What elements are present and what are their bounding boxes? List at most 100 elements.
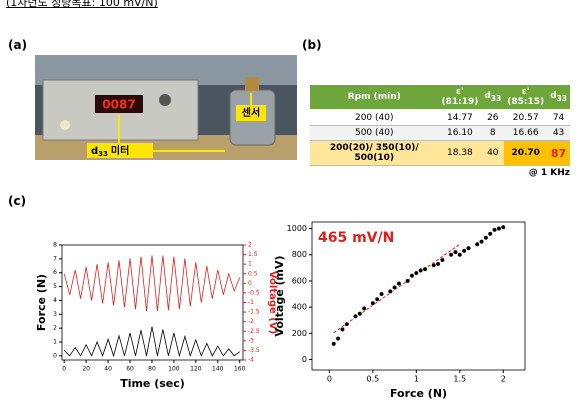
- display-reading: 0087: [102, 98, 135, 112]
- y-tick-label: 2: [53, 325, 57, 332]
- y-tick-label: 8: [53, 242, 57, 249]
- x-tick-label: 60: [126, 366, 134, 373]
- y-tick-label: 1000: [287, 224, 307, 233]
- header-text: ε': [521, 87, 530, 97]
- point: [479, 239, 484, 245]
- annotation: 465 mV/N: [318, 230, 394, 246]
- point: [461, 248, 467, 254]
- y2-tick-label: -3.5: [248, 347, 260, 354]
- point: [474, 241, 480, 247]
- y2-tick-label: -2.5: [248, 328, 260, 335]
- point: [483, 235, 489, 241]
- x-tick-label: 0.5: [366, 375, 379, 384]
- cell: 200(20)/ 350(10)/ 500(10): [310, 140, 439, 166]
- row: 200 (40) 14.77 26 20.57 74: [310, 110, 570, 126]
- point: [331, 341, 337, 347]
- y2-tick-label: 1: [248, 261, 252, 268]
- point: [379, 291, 384, 297]
- y2-tick-label: 0: [248, 280, 252, 287]
- header-row: Rpm (min) ε' (81:19) d33 ε' (85:15) d33: [310, 85, 570, 111]
- point: [396, 281, 402, 286]
- y-tick-label: 5: [53, 283, 57, 290]
- point: [387, 289, 393, 294]
- sensor-label-box: [236, 105, 266, 121]
- point: [357, 311, 363, 317]
- point: [370, 300, 376, 306]
- x-tick-label: 1.5: [453, 375, 466, 384]
- point: [496, 226, 502, 231]
- point: [361, 306, 367, 311]
- point: [413, 270, 419, 276]
- y2-tick-label: -3: [248, 337, 254, 344]
- y-tick-label: 0: [302, 355, 307, 364]
- plot-frame: [311, 221, 526, 371]
- point: [435, 261, 441, 267]
- y2-tick-label: -1.5: [248, 309, 260, 316]
- y2-tick-label: -4: [248, 357, 254, 364]
- y-tick-label: 7: [53, 255, 57, 262]
- cell: 500 (40): [310, 125, 439, 141]
- point: [422, 266, 428, 272]
- point: [457, 252, 463, 258]
- y-axis-label: Voltage (mV): [273, 255, 286, 336]
- y-tick-label: 0: [53, 352, 57, 359]
- header-text: d: [484, 90, 491, 101]
- x-tick-label: 140: [212, 366, 224, 373]
- y-tick-label: 200: [292, 329, 307, 338]
- y2-tick-label: -2: [248, 318, 254, 325]
- meter-subscript: 33: [98, 150, 108, 158]
- cell: 20.70: [504, 140, 548, 166]
- x-tick-label: 80: [148, 366, 156, 373]
- header-sub: (81:19): [441, 97, 479, 107]
- x-tick-label: 20: [82, 366, 90, 373]
- data-line: [63, 326, 240, 358]
- meter-symbol: d: [91, 146, 98, 157]
- photo: 0087 센서 d33 미터: [35, 55, 297, 160]
- point: [374, 296, 380, 302]
- x-tick-label: 2: [501, 375, 506, 384]
- x-axis-label: Force (N): [390, 387, 447, 400]
- y-tick-label: 400: [292, 303, 307, 312]
- y-tick-label: 3: [53, 311, 57, 318]
- header-text: ε': [456, 87, 464, 97]
- x-tick-label: 160: [234, 366, 246, 373]
- header-cell: ε' (85:15): [504, 85, 548, 111]
- y2-tick-label: -0.5: [248, 289, 260, 296]
- x-tick-label: 40: [104, 366, 112, 373]
- header-cell: d33: [547, 85, 570, 111]
- meter-label-box: [87, 143, 153, 158]
- point: [500, 224, 506, 230]
- point: [492, 227, 497, 233]
- data-line: [63, 255, 241, 312]
- row: 200(20)/ 350(10)/ 500(10) 18.38 40 20.70 87: [310, 140, 570, 166]
- point: [466, 245, 471, 251]
- y2-axis-label: Voltage (V): [267, 271, 278, 334]
- cell: 87: [547, 140, 570, 166]
- y-axis-label: Force (N): [35, 274, 48, 331]
- cell: 26: [481, 110, 505, 126]
- cell: 16.10: [438, 125, 482, 141]
- x-tick-label: 0: [62, 366, 66, 373]
- cell: 16.66: [504, 125, 548, 141]
- point: [344, 321, 350, 327]
- point: [418, 268, 424, 273]
- y-tick-label: 1: [53, 338, 57, 345]
- point: [353, 313, 358, 319]
- table-container: Rpm (min) ε' (81:19) d33 ε' (85:15) d33 20…: [310, 85, 570, 178]
- header-sub: 33: [556, 93, 567, 103]
- point: [409, 273, 415, 279]
- point: [392, 285, 397, 290]
- y-tick-label: 800: [292, 250, 307, 259]
- x-tick-label: 120: [190, 366, 202, 373]
- table: Rpm (min) ε' (81:19) d33 ε' (85:15) d33 20…: [310, 85, 570, 166]
- point: [487, 231, 493, 237]
- cell: 43: [547, 125, 570, 141]
- header-sub: 33: [490, 93, 502, 103]
- header-sub: (85:15): [507, 97, 545, 107]
- cell: 18.38: [438, 140, 482, 166]
- row: 500 (40) 16.10 8 16.66 43: [310, 125, 570, 141]
- point: [405, 278, 411, 284]
- header-cell: Rpm (min): [310, 85, 439, 111]
